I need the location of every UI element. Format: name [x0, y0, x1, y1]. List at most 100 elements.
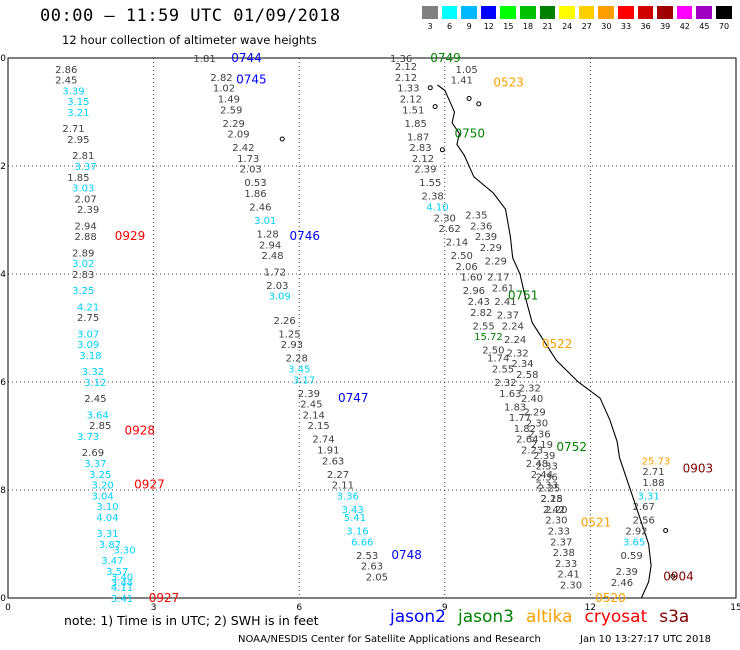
- wave-height-value: 2.39: [475, 232, 497, 243]
- wave-height-value: 3.02: [72, 259, 94, 270]
- x-tick-label: 12: [585, 603, 596, 613]
- wave-height-value: 25.73: [642, 456, 671, 467]
- wave-height-value: 3.31: [96, 529, 118, 540]
- wave-height-value: 1.51: [402, 105, 424, 116]
- colorbar-tick-label: 15: [503, 22, 514, 31]
- wave-height-value: 2.20: [545, 505, 567, 516]
- wave-height-value: 2.85: [89, 421, 111, 432]
- wave-height-value: 2.95: [67, 135, 89, 146]
- wave-height-value: 2.75: [77, 313, 99, 324]
- colorbar-tick-label: 70: [718, 22, 730, 31]
- wave-height-value: 2.94: [259, 240, 281, 251]
- wave-height-value: 1.49: [218, 95, 240, 106]
- wave-height-value: 2.15: [307, 421, 329, 432]
- wave-height-value: 3.12: [84, 378, 106, 389]
- pass-time-label: 0903: [683, 461, 714, 475]
- wave-height-value: 2.86: [55, 65, 77, 76]
- wave-height-value: 3.47: [101, 556, 123, 567]
- wave-height-value: 2.42: [232, 143, 254, 154]
- wave-height-value: 1.81: [193, 54, 215, 65]
- wave-height-value: 2.67: [633, 502, 655, 513]
- colorbar-tick-label: 45: [699, 22, 710, 31]
- colorbar-swatch: [716, 6, 732, 19]
- wave-height-value: 3.45: [288, 365, 310, 376]
- colorbar-swatch: [578, 6, 595, 19]
- colorbar-tick-label: 27: [581, 22, 592, 31]
- legend-entry-jason3: jason3: [458, 607, 514, 627]
- wave-height-value: 2.37: [550, 537, 572, 548]
- wave-height-value: 2.46: [611, 578, 633, 589]
- credit-line: NOAA/NESDIS Center for Satellite Applica…: [238, 634, 541, 645]
- wave-height-value: 1.85: [67, 173, 89, 184]
- wave-height-value: 4.10: [426, 203, 448, 214]
- wave-height-value: 3.20: [92, 481, 114, 492]
- wave-height-value: 5.41: [344, 513, 366, 524]
- wave-height-value: 2.89: [72, 248, 94, 259]
- data-values: 2.862.453.393.153.212.712.952.813.371.85…: [55, 54, 670, 605]
- colorbar-swatch: [539, 6, 556, 19]
- wave-height-value: 2.59: [220, 105, 242, 116]
- wave-height-value: 2.12: [395, 62, 417, 73]
- wave-height-value: 2.81: [72, 151, 94, 162]
- wave-height-value: 2.09: [227, 130, 249, 141]
- wave-height-value: 2.17: [487, 273, 509, 284]
- wave-height-value: 1.28: [257, 230, 279, 241]
- wave-height-value: 2.58: [516, 370, 538, 381]
- wave-height-value: 2.36: [528, 429, 550, 440]
- wave-height-value: 2.45: [55, 76, 77, 87]
- colorbar-tick-label: 36: [640, 22, 651, 31]
- wave-height-value: 2.06: [456, 262, 478, 273]
- x-tick-label: 0: [5, 603, 11, 613]
- wave-height-value: 2.45: [300, 400, 322, 411]
- wave-height-value: 2.05: [366, 572, 388, 583]
- wave-height-value: 2.28: [286, 354, 308, 365]
- wave-height-value: 0.53: [244, 178, 266, 189]
- grid: [8, 58, 736, 598]
- wave-height-value: 2.44: [531, 470, 553, 481]
- coastline: [279, 84, 676, 599]
- pass-time-label: 0520: [595, 591, 626, 605]
- wave-height-value: 3.18: [79, 351, 101, 362]
- pass-time-label: 0928: [124, 424, 155, 438]
- wave-height-value: 3.21: [67, 108, 89, 119]
- island-shape: [432, 104, 438, 110]
- colorbar-swatch: [500, 6, 516, 19]
- colorbar-tick-label: 18: [522, 22, 534, 31]
- satellite-legend: jason2 jason3 altika cryosat s3a: [390, 607, 701, 627]
- colorbar-swatch: [461, 6, 477, 19]
- wave-height-value: 3.41: [111, 594, 133, 605]
- wave-height-value: 2.29: [523, 408, 545, 419]
- wave-height-value: 2.12: [412, 154, 434, 165]
- wave-height-value: 3.65: [623, 537, 645, 548]
- island-shape: [670, 573, 676, 579]
- wave-height-value: 1.55: [419, 178, 441, 189]
- wave-height-value: 0.59: [621, 551, 643, 562]
- wave-height-value: 1.86: [244, 189, 266, 200]
- wave-height-value: 2.38: [422, 192, 444, 203]
- wave-height-value: 2.50: [451, 251, 473, 262]
- wave-height-value: 3.09: [269, 292, 291, 303]
- plot-frame: [7, 57, 737, 599]
- colorbar-swatch: [559, 6, 575, 19]
- wave-height-value: 1.82: [514, 424, 536, 435]
- wave-height-value: 2.42: [543, 505, 565, 516]
- wave-height-value: 1.73: [237, 154, 259, 165]
- wave-height-value: 3.32: [82, 367, 104, 378]
- wave-height-value: 1.05: [456, 65, 478, 76]
- wave-height-value: 1.72: [264, 267, 286, 278]
- colorbar-swatch: [696, 6, 712, 19]
- y-tick-label: -6: [0, 378, 6, 388]
- wave-height-value: 2.40: [521, 394, 543, 405]
- wave-height-value: 2.12: [400, 95, 422, 106]
- wave-height-value: 3.44: [111, 578, 133, 589]
- colorbar-swatch: [480, 6, 497, 19]
- legend-entry-s3a: s3a: [659, 607, 690, 627]
- wave-height-value: 1.25: [278, 329, 300, 340]
- wave-height-value: 3.87: [99, 540, 121, 551]
- coastline-path: [437, 84, 652, 599]
- wave-height-value: 3.16: [346, 527, 368, 538]
- wave-height-value: 1.77: [509, 413, 531, 424]
- wave-height-value: 3.25: [72, 286, 94, 297]
- wave-height-value: 2.26: [274, 316, 296, 327]
